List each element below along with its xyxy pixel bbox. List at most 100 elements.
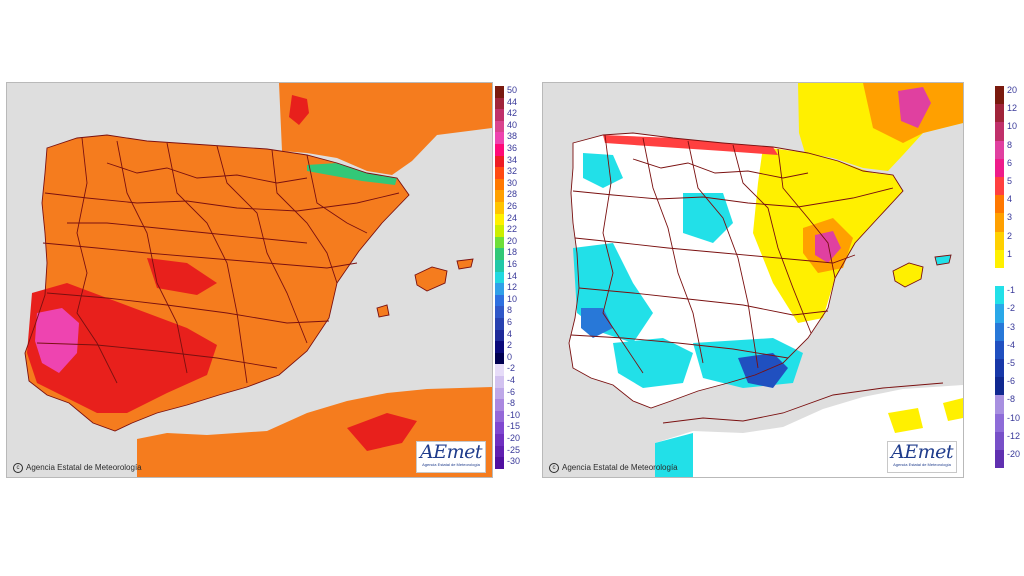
- legend-swatch: [995, 286, 1004, 305]
- anomaly-map-panel: c Agencia Estatal de Meteorología AEmet A…: [542, 82, 964, 478]
- legend-tick-label: -12: [1007, 430, 1021, 441]
- legend-tick-label: 4: [507, 328, 513, 339]
- legend-tick-label: 50: [507, 85, 518, 95]
- legend-tick-label: -2: [1007, 303, 1016, 314]
- legend-swatch: [495, 364, 504, 376]
- mallorca-island: [893, 263, 923, 287]
- pyrenees-cool-band: [307, 163, 397, 185]
- legend-tick-label: -1: [1007, 285, 1016, 296]
- northwest-cool-area: [583, 153, 623, 188]
- atlas-hotspot: [347, 413, 417, 451]
- legend-swatch: [995, 395, 1004, 414]
- legend-tick-label: 0: [507, 351, 513, 362]
- central-south-hot-strip: [147, 258, 217, 295]
- legend-tick-label: -20: [507, 433, 521, 443]
- legend-tick-label: -20: [1007, 449, 1021, 459]
- legend-swatch: [495, 352, 504, 365]
- legend-tick-label: -6: [507, 386, 516, 397]
- southwest-hot-area: [27, 283, 217, 413]
- legend-swatch: [995, 140, 1004, 159]
- legend-swatch: [995, 413, 1004, 432]
- legend-swatch: [495, 109, 504, 121]
- legend-swatch: [495, 225, 504, 237]
- legend-tick-label: -10: [507, 409, 521, 420]
- legend-swatch: [495, 376, 504, 388]
- southeast-cold-core: [738, 353, 788, 388]
- legend-tick-label: 3: [1007, 212, 1013, 223]
- legend-tick-label: 16: [507, 259, 518, 269]
- legend-swatch: [495, 283, 504, 295]
- legend-tick-label: -4: [507, 375, 516, 385]
- legend-swatch: [995, 177, 1004, 196]
- legend-swatch: [495, 155, 504, 168]
- legend-swatch: [495, 445, 504, 458]
- legend-swatch: [495, 318, 504, 330]
- legend-swatch: [995, 122, 1004, 141]
- legend-tick-label: 2: [1007, 230, 1013, 241]
- legend-tick-label: 32: [507, 166, 518, 177]
- legend-swatch: [495, 341, 504, 353]
- legend-swatch: [495, 120, 504, 133]
- legend-swatch: [995, 86, 1004, 105]
- legend-swatch: [495, 86, 504, 98]
- legend-swatch: [495, 248, 504, 260]
- legend-swatch: [495, 97, 504, 110]
- legend-swatch: [495, 202, 504, 214]
- southwest-cool-area: [613, 338, 693, 388]
- legend-tick-label: -6: [1007, 376, 1016, 387]
- legend-tick-label: -8: [507, 398, 516, 409]
- menorca-island: [935, 255, 951, 265]
- legend-swatch: [495, 306, 504, 318]
- province-borders: [24, 134, 474, 432]
- legend-swatch: [995, 450, 1004, 469]
- legend-swatch: [495, 294, 504, 307]
- copyright-notice: c Agencia Estatal de Meteorología: [13, 463, 142, 473]
- east-hotspot: [815, 231, 841, 263]
- copyright-icon: c: [549, 463, 559, 473]
- legend-tick-label: -15: [507, 421, 521, 432]
- legend-tick-label: 6: [1007, 157, 1013, 168]
- legend-swatch: [495, 213, 504, 226]
- legend-swatch: [495, 260, 504, 272]
- legend-swatch: [495, 132, 504, 144]
- legend-swatch: [495, 457, 504, 469]
- legend-tick-label: 12: [507, 282, 518, 293]
- legend-swatch: [495, 422, 504, 434]
- legend-tick-label: -5: [1007, 358, 1016, 368]
- legend-swatch: [995, 231, 1004, 250]
- legend-tick-label: -8: [1007, 394, 1016, 405]
- legend-tick-label: -4: [1007, 339, 1016, 350]
- legend-tick-label: 14: [507, 270, 518, 281]
- legend-swatch: [495, 329, 504, 342]
- legend-tick-label: -10: [1007, 412, 1021, 423]
- legend-tick-label: 5: [1007, 176, 1013, 186]
- copyright-text: Agencia Estatal de Meteorología: [562, 463, 678, 473]
- legend-swatch: [995, 158, 1004, 177]
- legend-swatch: [995, 195, 1004, 214]
- copyright-notice: c Agencia Estatal de Meteorología: [549, 463, 678, 473]
- africa-cool-patch: [655, 433, 693, 477]
- legend-tick-label: 34: [507, 154, 518, 165]
- legend-tick-label: 2: [507, 340, 513, 351]
- ibiza-island: [377, 305, 389, 317]
- legend-swatch: [995, 249, 1004, 268]
- aemet-logo-text: AEmet: [420, 441, 483, 463]
- legend-swatch: [495, 387, 504, 400]
- legend-swatch: [495, 271, 504, 284]
- legend-tick-label: 40: [507, 119, 518, 130]
- legend-swatch: [995, 377, 1004, 396]
- legend-swatch: [995, 104, 1004, 123]
- france-hotspot: [289, 95, 309, 125]
- southwest-hottest-area: [35, 308, 79, 373]
- legend-tick-label: 30: [507, 177, 518, 188]
- france-region: [279, 83, 492, 175]
- north-africa-region: [137, 387, 492, 477]
- aemet-logo: AEmet Agencia Estatal de Meteorología: [416, 441, 486, 473]
- legend-swatch: [495, 399, 504, 411]
- africa-yellow-patch-2: [943, 398, 963, 421]
- legend-tick-label: 36: [507, 143, 518, 153]
- legend-swatch: [995, 304, 1004, 323]
- legend-tick-label: 8: [1007, 139, 1013, 150]
- legend-tick-label: 18: [507, 247, 518, 258]
- aemet-logo-text: AEmet: [891, 441, 954, 463]
